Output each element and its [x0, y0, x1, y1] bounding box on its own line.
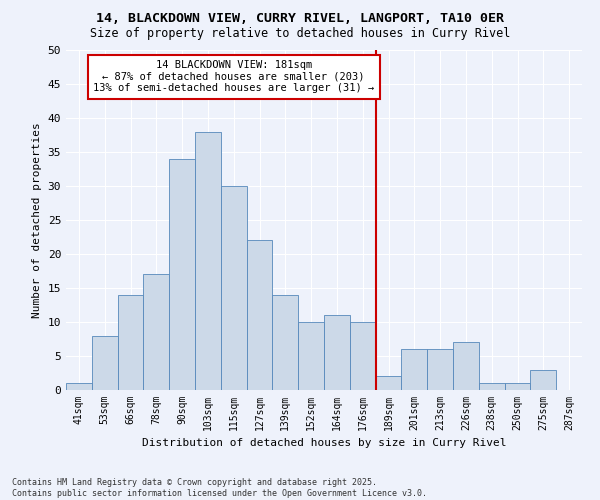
- Bar: [530, 370, 556, 390]
- Bar: [479, 383, 505, 390]
- Bar: [324, 315, 350, 390]
- Bar: [272, 295, 298, 390]
- Text: 14 BLACKDOWN VIEW: 181sqm
← 87% of detached houses are smaller (203)
13% of semi: 14 BLACKDOWN VIEW: 181sqm ← 87% of detac…: [93, 60, 374, 94]
- Bar: [453, 342, 479, 390]
- Bar: [169, 159, 195, 390]
- Text: Contains HM Land Registry data © Crown copyright and database right 2025.
Contai: Contains HM Land Registry data © Crown c…: [12, 478, 427, 498]
- Bar: [247, 240, 272, 390]
- Bar: [401, 349, 427, 390]
- Y-axis label: Number of detached properties: Number of detached properties: [32, 122, 42, 318]
- Bar: [143, 274, 169, 390]
- Text: Size of property relative to detached houses in Curry Rivel: Size of property relative to detached ho…: [90, 28, 510, 40]
- Bar: [92, 336, 118, 390]
- Bar: [298, 322, 324, 390]
- Bar: [427, 349, 453, 390]
- Bar: [505, 383, 530, 390]
- Bar: [221, 186, 247, 390]
- Bar: [66, 383, 92, 390]
- Text: 14, BLACKDOWN VIEW, CURRY RIVEL, LANGPORT, TA10 0ER: 14, BLACKDOWN VIEW, CURRY RIVEL, LANGPOR…: [96, 12, 504, 26]
- Bar: [350, 322, 376, 390]
- X-axis label: Distribution of detached houses by size in Curry Rivel: Distribution of detached houses by size …: [142, 438, 506, 448]
- Bar: [195, 132, 221, 390]
- Bar: [118, 295, 143, 390]
- Bar: [376, 376, 401, 390]
